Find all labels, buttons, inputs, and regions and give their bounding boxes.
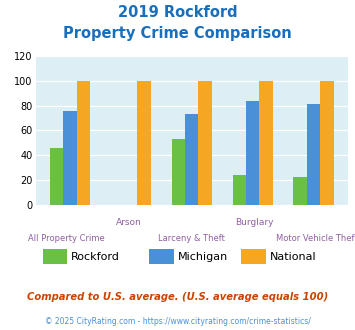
Bar (233, 175, 246, 205)
Text: All Property Crime: All Property Crime (28, 234, 105, 243)
Bar (171, 139, 185, 205)
Bar (320, 81, 334, 205)
Bar (77, 81, 90, 205)
Bar (185, 114, 198, 205)
Bar (63, 111, 77, 205)
Bar (198, 81, 212, 205)
Bar (294, 178, 307, 205)
Text: Burglary: Burglary (235, 218, 273, 227)
Text: Compared to U.S. average. (U.S. average equals 100): Compared to U.S. average. (U.S. average … (27, 292, 328, 302)
Text: Larceny & Theft: Larceny & Theft (158, 234, 225, 243)
Text: Motor Vehicle Theft: Motor Vehicle Theft (276, 234, 355, 243)
Bar (307, 104, 320, 205)
Text: National: National (270, 252, 316, 262)
Bar (246, 101, 260, 205)
Text: Property Crime Comparison: Property Crime Comparison (63, 26, 292, 41)
Text: 2019 Rockford: 2019 Rockford (118, 5, 237, 20)
Bar (260, 81, 273, 205)
Bar (50, 148, 63, 205)
Text: Rockford: Rockford (71, 252, 120, 262)
Text: Michigan: Michigan (178, 252, 228, 262)
Text: Arson: Arson (116, 218, 142, 227)
Text: © 2025 CityRating.com - https://www.cityrating.com/crime-statistics/: © 2025 CityRating.com - https://www.city… (45, 317, 310, 326)
Bar (137, 81, 151, 205)
